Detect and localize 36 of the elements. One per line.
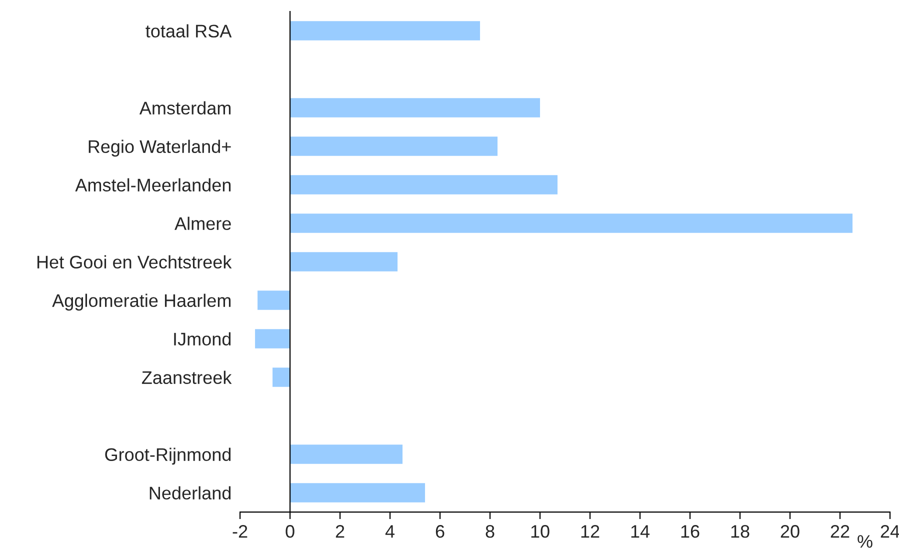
y-tick-label: Regio Waterland+ <box>88 140 231 157</box>
x-axis-title: % <box>858 535 872 548</box>
x-tick-label: 12 <box>581 525 600 538</box>
y-tick-label: Nederland <box>150 486 231 500</box>
x-tick-label: -2 <box>232 525 248 538</box>
x-tick-label: 4 <box>385 525 395 538</box>
x-tick-label: 18 <box>731 525 750 538</box>
y-tick-label: Almere <box>174 216 231 230</box>
bar <box>255 329 290 348</box>
y-tick-label: Zaanstreek <box>142 370 232 384</box>
y-tick-label: Amsterdam <box>139 101 231 115</box>
bar <box>290 98 540 118</box>
y-tick-label: Agglomeratie Haarlem <box>52 294 231 311</box>
bar <box>290 252 398 272</box>
bar <box>258 290 290 310</box>
x-tick-label: 14 <box>631 525 650 538</box>
x-tick-label: 20 <box>780 525 800 538</box>
bar <box>290 214 853 233</box>
bar <box>272 368 290 387</box>
bar <box>290 175 558 194</box>
x-tick-label: 0 <box>286 525 294 538</box>
y-tick-label: Groot-Rijnmond <box>105 448 231 465</box>
x-tick-label: 10 <box>531 525 550 538</box>
x-tick-label: 6 <box>436 525 444 538</box>
x-tick-label: 2 <box>336 525 344 538</box>
y-tick-label: Amstel-Meerlanden <box>75 178 231 192</box>
bar <box>290 136 498 156</box>
x-tick-label: 16 <box>681 525 700 538</box>
x-tick-label: 22 <box>830 525 850 538</box>
y-tick-label: IJmond <box>174 332 231 346</box>
y-tick-label: Het Gooi en Vechtstreek <box>37 255 232 269</box>
bar <box>290 21 480 40</box>
bar <box>290 483 426 502</box>
bar <box>290 444 403 464</box>
y-tick-label: totaal RSA <box>146 24 232 38</box>
x-tick-label: 8 <box>486 525 494 538</box>
